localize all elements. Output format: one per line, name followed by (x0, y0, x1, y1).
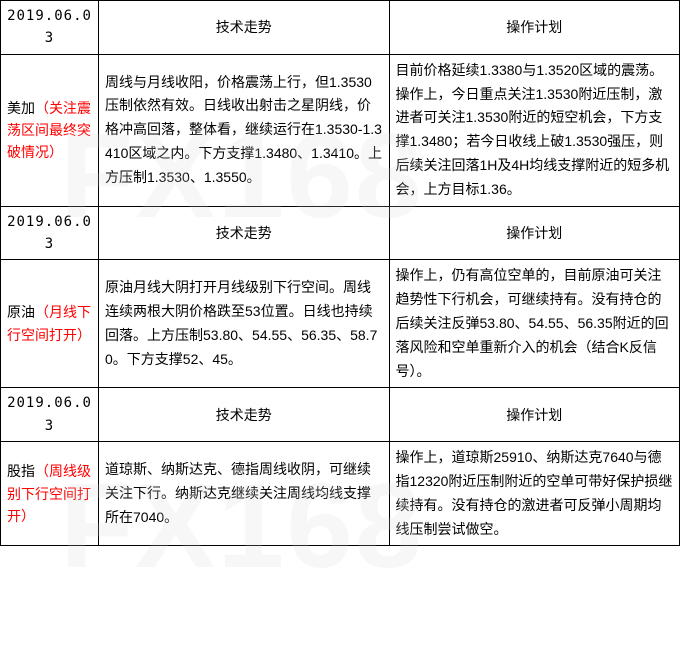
section-content-row: 股指（周线级别下行空间打开）道琼斯、纳斯达克、德指周线收阴，可继续关注下行。纳斯… (1, 442, 680, 546)
trend-cell: 周线与月线收阳，价格震荡上行，但1.3530压制依然有效。日线收出射击之星阴线，… (99, 54, 390, 206)
date-cell: 2019.06.03 (1, 1, 99, 55)
section-content-row: 原油（月线下行空间打开）原油月线大阴打开月线级别下行空间。周线连续两根大阴价格跌… (1, 260, 680, 388)
trend-header-cell: 技术走势 (99, 388, 390, 442)
trend-header-cell: 技术走势 (99, 1, 390, 55)
trend-cell: 原油月线大阴打开月线级别下行空间。周线连续两根大阴价格跌至53位置。日线也持续回… (99, 260, 390, 388)
plan-header-cell: 操作计划 (389, 388, 680, 442)
date-cell: 2019.06.03 (1, 388, 99, 442)
section-header-row: 2019.06.03技术走势操作计划 (1, 206, 680, 260)
trend-header-cell: 技术走势 (99, 206, 390, 260)
analysis-table: 2019.06.03技术走势操作计划美加（关注震荡区间最终突破情况）周线与月线收… (0, 0, 680, 546)
section-content-row: 美加（关注震荡区间最终突破情况）周线与月线收阳，价格震荡上行，但1.3530压制… (1, 54, 680, 206)
instrument-label: 美加 (7, 100, 35, 116)
label-cell: 股指（周线级别下行空间打开） (1, 442, 99, 546)
plan-header-cell: 操作计划 (389, 206, 680, 260)
instrument-label: 股指 (7, 463, 35, 479)
plan-cell: 操作上，仍有高位空单的，目前原油可关注趋势性下行机会，可继续持有。没有持仓的后续… (389, 260, 680, 388)
label-cell: 美加（关注震荡区间最终突破情况） (1, 54, 99, 206)
section-header-row: 2019.06.03技术走势操作计划 (1, 1, 680, 55)
trend-cell: 道琼斯、纳斯达克、德指周线收阴，可继续关注下行。纳斯达克继续关注周线均线支撑所在… (99, 442, 390, 546)
section-header-row: 2019.06.03技术走势操作计划 (1, 388, 680, 442)
instrument-label: 原油 (7, 304, 35, 320)
label-cell: 原油（月线下行空间打开） (1, 260, 99, 388)
plan-cell: 操作上，道琼斯25910、纳斯达克7640与德指12320附近压制附近的空单可带… (389, 442, 680, 546)
table-wrapper: FX168 FX168 2019.06.03技术走势操作计划美加（关注震荡区间最… (0, 0, 680, 546)
plan-header-cell: 操作计划 (389, 1, 680, 55)
plan-cell: 目前价格延续1.3380与1.3520区域的震荡。操作上，今日重点关注1.353… (389, 54, 680, 206)
date-cell: 2019.06.03 (1, 206, 99, 260)
